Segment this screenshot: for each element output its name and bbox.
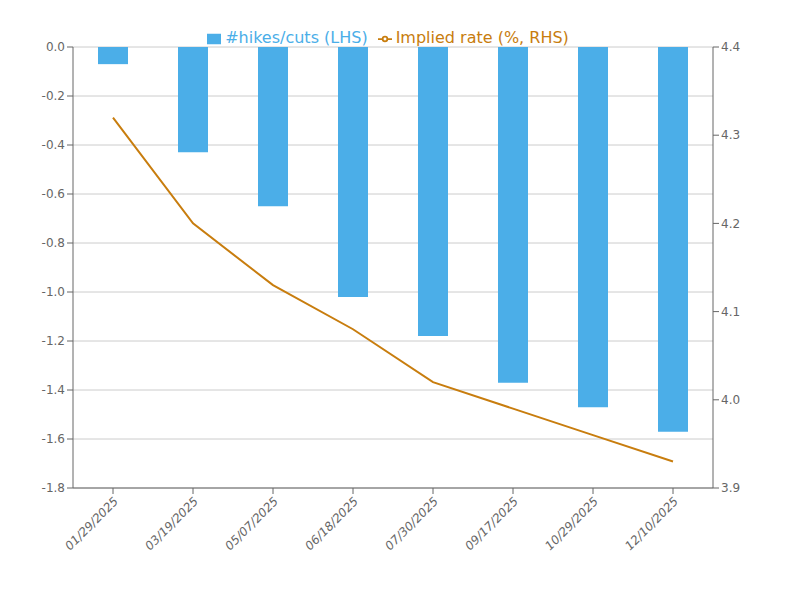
svg-text:10/29/2025: 10/29/2025 xyxy=(542,494,601,553)
svg-text:-0.2: -0.2 xyxy=(42,89,65,103)
svg-text:-0.8: -0.8 xyxy=(42,236,65,250)
svg-text:01/29/2025: 01/29/2025 xyxy=(62,494,121,553)
svg-text:4.4: 4.4 xyxy=(721,40,740,54)
svg-text:-1.2: -1.2 xyxy=(42,334,65,348)
svg-text:0.0: 0.0 xyxy=(46,40,65,54)
svg-text:3.9: 3.9 xyxy=(721,481,740,495)
svg-text:4.0: 4.0 xyxy=(721,393,740,407)
svg-text:-0.4: -0.4 xyxy=(42,138,65,152)
svg-text:09/17/2025: 09/17/2025 xyxy=(462,494,521,553)
html-text:Implied rate (%, RHS): Implied rate (%, RHS) xyxy=(395,28,569,47)
svg-text:05/07/2025: 05/07/2025 xyxy=(222,494,281,553)
svg-text:07/30/2025: 07/30/2025 xyxy=(382,494,441,553)
svg-text:-0.6: -0.6 xyxy=(42,187,65,201)
html-text:#hikes/cuts (LHS): #hikes/cuts (LHS) xyxy=(225,28,368,47)
svg-text:4.3: 4.3 xyxy=(721,128,740,142)
svg-text:4.1: 4.1 xyxy=(721,305,740,319)
svg-text:03/19/2025: 03/19/2025 xyxy=(142,494,201,553)
svg-text:-1.0: -1.0 xyxy=(42,285,65,299)
svg-text:-1.8: -1.8 xyxy=(42,481,65,495)
svg-text:4.2: 4.2 xyxy=(721,217,740,231)
svg-text:-1.6: -1.6 xyxy=(42,432,65,446)
svg-text:06/18/2025: 06/18/2025 xyxy=(302,494,361,553)
svg-text:12/10/2025: 12/10/2025 xyxy=(622,494,681,553)
svg-text:-1.4: -1.4 xyxy=(42,383,65,397)
